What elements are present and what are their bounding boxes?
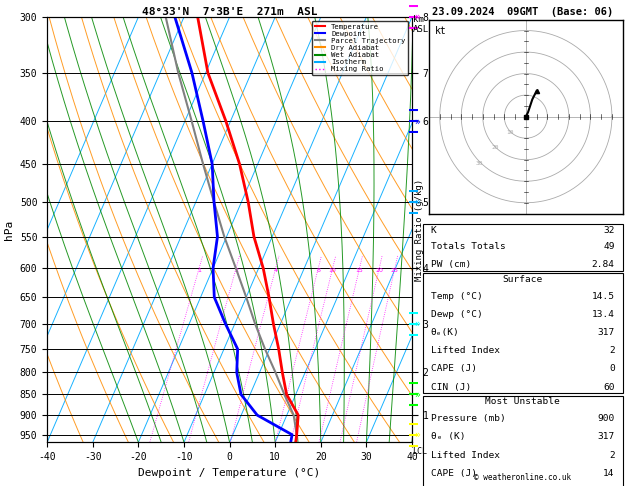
Text: 23.09.2024  09GMT  (Base: 06): 23.09.2024 09GMT (Base: 06) bbox=[432, 7, 613, 17]
Text: 317: 317 bbox=[598, 433, 615, 441]
Text: 25: 25 bbox=[391, 268, 399, 273]
Text: »: » bbox=[414, 389, 420, 399]
Text: © weatheronline.co.uk: © weatheronline.co.uk bbox=[474, 473, 571, 482]
Text: K: K bbox=[431, 226, 437, 235]
Text: 60: 60 bbox=[603, 382, 615, 392]
Text: 10: 10 bbox=[506, 130, 514, 135]
Text: kt: kt bbox=[435, 26, 447, 35]
Text: »: » bbox=[414, 116, 420, 126]
Text: 14.5: 14.5 bbox=[592, 292, 615, 301]
Text: 48°33'N  7°3B'E  271m  ASL: 48°33'N 7°3B'E 271m ASL bbox=[142, 7, 318, 17]
Text: Lifted Index: Lifted Index bbox=[431, 346, 499, 355]
Text: CAPE (J): CAPE (J) bbox=[431, 364, 477, 373]
Text: Totals Totals: Totals Totals bbox=[431, 242, 506, 251]
Text: 900: 900 bbox=[598, 414, 615, 423]
Text: »: » bbox=[414, 430, 420, 440]
Y-axis label: hPa: hPa bbox=[4, 220, 14, 240]
Text: Temp (°C): Temp (°C) bbox=[431, 292, 482, 301]
Text: Most Unstable: Most Unstable bbox=[486, 397, 560, 406]
Text: CIN (J): CIN (J) bbox=[431, 382, 471, 392]
Text: 49: 49 bbox=[603, 242, 615, 251]
Text: »: » bbox=[414, 197, 420, 207]
Text: 15: 15 bbox=[355, 268, 364, 273]
Text: 2: 2 bbox=[234, 268, 238, 273]
Text: 20: 20 bbox=[491, 145, 499, 150]
Text: »: » bbox=[414, 319, 420, 329]
Text: 4: 4 bbox=[274, 268, 277, 273]
Text: 20: 20 bbox=[376, 268, 383, 273]
Text: PW (cm): PW (cm) bbox=[431, 260, 471, 269]
Text: km
ASL: km ASL bbox=[413, 15, 430, 34]
Text: Surface: Surface bbox=[503, 275, 543, 284]
Text: Pressure (mb): Pressure (mb) bbox=[431, 414, 506, 423]
Text: 317: 317 bbox=[598, 328, 615, 337]
Text: Mixing Ratio (g/kg): Mixing Ratio (g/kg) bbox=[415, 178, 425, 281]
Bar bbox=[423, 224, 623, 271]
Bar bbox=[423, 396, 623, 486]
Text: 2: 2 bbox=[609, 451, 615, 460]
Text: Dewp (°C): Dewp (°C) bbox=[431, 310, 482, 319]
X-axis label: Dewpoint / Temperature (°C): Dewpoint / Temperature (°C) bbox=[138, 468, 321, 478]
Text: Lifted Index: Lifted Index bbox=[431, 451, 499, 460]
Legend: Temperature, Dewpoint, Parcel Trajectory, Dry Adiabat, Wet Adiabat, Isotherm, Mi: Temperature, Dewpoint, Parcel Trajectory… bbox=[311, 20, 408, 75]
Text: 2: 2 bbox=[609, 346, 615, 355]
Text: 30: 30 bbox=[476, 161, 483, 166]
Text: »: » bbox=[414, 12, 420, 22]
Text: 32: 32 bbox=[603, 226, 615, 235]
Text: 8: 8 bbox=[316, 268, 320, 273]
Text: 1: 1 bbox=[197, 268, 201, 273]
Text: 10: 10 bbox=[329, 268, 337, 273]
Text: LCL: LCL bbox=[412, 447, 427, 455]
Bar bbox=[423, 274, 623, 394]
Text: CAPE (J): CAPE (J) bbox=[431, 469, 477, 478]
Text: 13.4: 13.4 bbox=[592, 310, 615, 319]
Text: 14: 14 bbox=[603, 469, 615, 478]
Text: θₑ(K): θₑ(K) bbox=[431, 328, 459, 337]
Text: θₑ (K): θₑ (K) bbox=[431, 433, 465, 441]
Text: 2.84: 2.84 bbox=[592, 260, 615, 269]
Text: 0: 0 bbox=[609, 364, 615, 373]
